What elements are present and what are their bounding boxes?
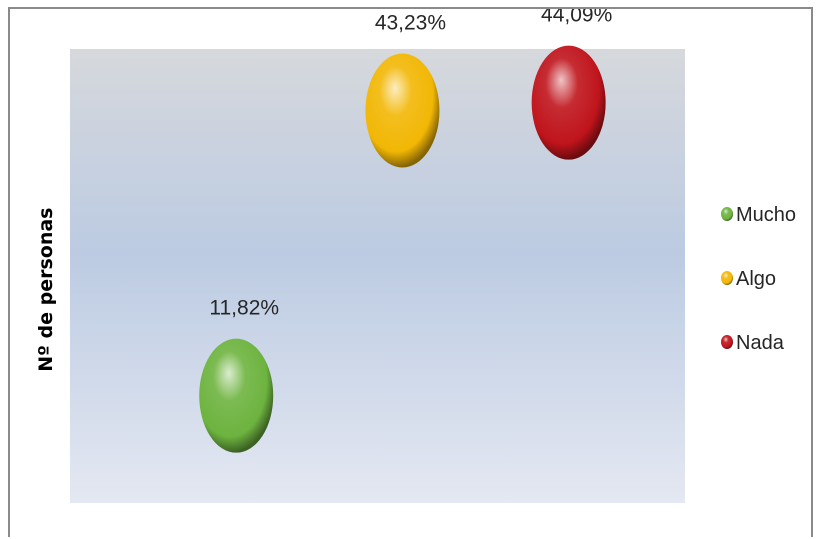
legend-label-algo: Algo <box>736 268 776 290</box>
legend: Mucho Algo Nada <box>721 204 796 354</box>
data-point-mucho <box>199 338 274 453</box>
data-point-algo <box>365 53 440 168</box>
y-axis-label: Nº de personas <box>35 208 57 372</box>
legend-marker-algo <box>721 271 733 285</box>
data-point-nada <box>531 45 606 160</box>
data-label-algo: 43,23% <box>375 11 446 34</box>
legend-marker-nada <box>721 335 733 349</box>
data-label-nada: 44,09% <box>541 9 612 27</box>
legend-label-nada: Nada <box>736 332 785 354</box>
legend-marker-mucho <box>721 207 733 221</box>
data-label-mucho: 11,82% <box>209 297 279 320</box>
chart-frame: Nº de personas 11,82% 43,23% 44,09% Mucho A… <box>8 7 813 537</box>
data-points: 11,82% 43,23% 44,09% <box>199 9 612 453</box>
chart-svg: Nº de personas 11,82% 43,23% 44,09% Mucho A… <box>35 9 796 503</box>
legend-label-mucho: Mucho <box>736 204 796 226</box>
